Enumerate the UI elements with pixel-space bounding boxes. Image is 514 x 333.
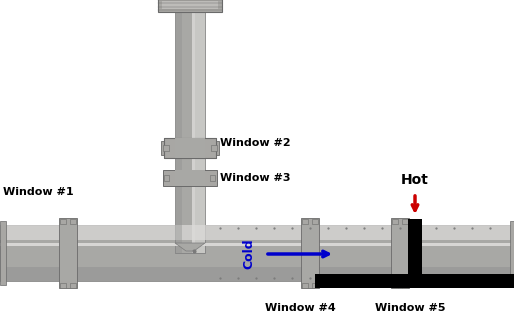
Bar	[315, 274, 514, 288]
Bar	[301, 218, 319, 288]
Text: Window #4: Window #4	[265, 303, 335, 313]
Bar	[70, 283, 76, 288]
Bar	[161, 141, 219, 155]
Text: Cold: Cold	[242, 239, 255, 269]
Bar	[175, 138, 205, 158]
Bar	[0, 225, 514, 240]
Bar	[175, 5, 182, 253]
Bar	[0, 243, 514, 246]
Bar	[392, 283, 398, 288]
Bar	[302, 225, 318, 281]
Bar	[510, 221, 514, 285]
Bar	[312, 219, 318, 224]
Text: Window #3: Window #3	[220, 173, 290, 183]
Bar	[408, 219, 422, 274]
Bar	[175, 170, 205, 186]
Bar	[163, 170, 217, 186]
Bar	[195, 5, 205, 253]
Bar	[0, 267, 514, 281]
Bar	[402, 283, 408, 288]
Bar	[0, 225, 514, 281]
Text: Window #1: Window #1	[3, 187, 74, 197]
Bar	[392, 225, 408, 281]
Bar	[302, 219, 308, 224]
Bar	[402, 219, 408, 224]
Bar	[60, 283, 66, 288]
Bar	[59, 218, 77, 288]
Bar	[70, 219, 76, 224]
Bar	[391, 218, 409, 288]
Text: Window #2: Window #2	[220, 138, 290, 148]
Bar	[158, 0, 222, 12]
Bar	[162, 1, 218, 9]
Bar	[60, 225, 76, 281]
Polygon shape	[175, 243, 205, 251]
Bar	[392, 219, 398, 224]
Bar	[302, 283, 308, 288]
Bar	[163, 145, 169, 151]
Bar	[164, 175, 169, 181]
Bar	[60, 219, 66, 224]
Text: Window #5: Window #5	[375, 303, 445, 313]
Bar	[164, 138, 216, 158]
Bar	[312, 283, 318, 288]
Bar	[175, 5, 205, 253]
Bar	[211, 145, 217, 151]
Bar	[0, 221, 6, 285]
Bar	[192, 5, 195, 253]
Bar	[164, 138, 216, 158]
Text: Hot: Hot	[401, 173, 429, 187]
Bar	[210, 175, 215, 181]
